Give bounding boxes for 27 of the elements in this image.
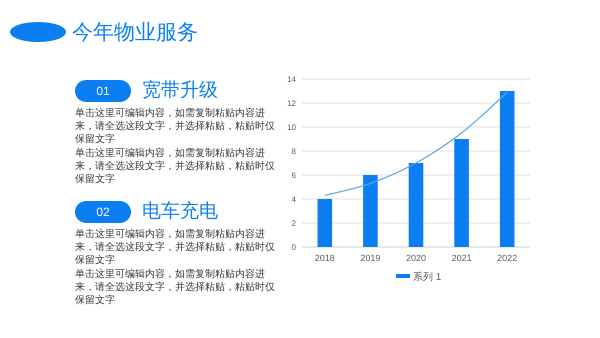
text: 单击这里可编辑内容，如需复制粘贴内容进来，请全选这段文字，并选择粘贴，粘贴时仅保留文字 (75, 228, 276, 267)
x-tick-label: 2022 (497, 253, 518, 263)
legend-label: 系列 1 (413, 271, 442, 283)
text: 单击这里可编辑内容，如需复制粘贴内容进来，请全选这段文字，并选择粘贴，粘贴时仅保留文字 (75, 268, 276, 307)
y-tick-label: 4 (292, 195, 297, 204)
y-tick-label: 6 (292, 171, 297, 180)
text: 宽带升级 (142, 80, 218, 102)
x-tick-label: 2020 (406, 253, 426, 263)
y-tick-label: 2 (292, 219, 297, 228)
x-tick-label: 2018 (314, 253, 335, 263)
bar (454, 139, 469, 247)
text: 今年物业服务 (72, 20, 198, 46)
y-tick-label: 8 (292, 147, 297, 156)
y-tick-label: 0 (292, 243, 297, 252)
text: 单击这里可编辑内容，如需复制粘贴内容进来，请全选这段文字，并选择粘贴，粘贴时仅保留文字 (75, 107, 276, 146)
y-tick-label: 10 (287, 123, 297, 132)
text: 单击这里可编辑内容，如需复制粘贴内容进来，请全选这段文字，并选择粘贴，粘贴时仅保留文字 (75, 147, 276, 186)
y-tick-label: 12 (287, 99, 297, 108)
x-tick-label: 2021 (452, 253, 472, 263)
y-tick-label: 14 (287, 75, 297, 84)
line-series (324, 92, 508, 196)
text: 电车充电 (142, 201, 218, 223)
bar (318, 199, 332, 247)
x-tick-label: 2019 (360, 253, 380, 263)
bar (363, 175, 378, 247)
bar (408, 163, 424, 247)
bar (500, 91, 514, 247)
